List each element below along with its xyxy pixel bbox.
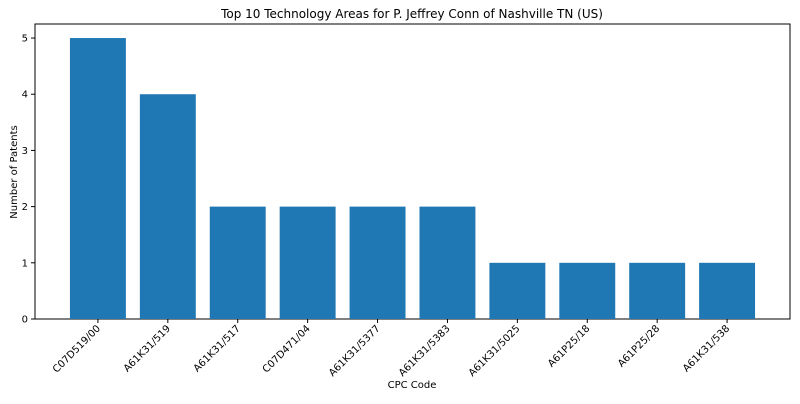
x-tick-label: A61P25/18 <box>546 323 592 369</box>
bar <box>70 38 126 319</box>
y-tick-label: 4 <box>22 90 28 101</box>
bar <box>559 263 615 319</box>
y-tick-label: 2 <box>22 202 28 213</box>
x-tick-label: C07D471/04 <box>261 323 313 375</box>
bar <box>140 94 196 319</box>
chart-title: Top 10 Technology Areas for P. Jeffrey C… <box>220 7 603 21</box>
bar <box>419 207 475 319</box>
y-axis-label: Number of Patents <box>9 125 20 218</box>
x-axis-label: CPC Code <box>388 380 437 391</box>
x-tick-label: A61K31/538 <box>681 323 732 374</box>
bar <box>699 263 755 319</box>
x-tick-label: A61K31/519 <box>122 323 173 374</box>
bar <box>629 263 685 319</box>
bar <box>350 207 406 319</box>
y-tick-label: 1 <box>22 258 28 269</box>
y-tick-label: 5 <box>22 34 28 45</box>
x-tick-label: C07D519/00 <box>51 323 103 375</box>
x-tick-label: A61K31/517 <box>192 323 243 374</box>
chart: Top 10 Technology Areas for P. Jeffrey C… <box>0 0 800 400</box>
x-tick-label: A61K31/5377 <box>327 323 383 379</box>
bar <box>280 207 336 319</box>
x-tick-label: A61K31/5025 <box>467 323 523 379</box>
x-tick-label: A61P25/28 <box>616 323 662 369</box>
bar <box>489 263 545 319</box>
bar <box>210 207 266 319</box>
y-tick-label: 0 <box>22 315 28 326</box>
y-tick-label: 3 <box>22 146 28 157</box>
x-tick-label: A61K31/5383 <box>397 323 453 379</box>
